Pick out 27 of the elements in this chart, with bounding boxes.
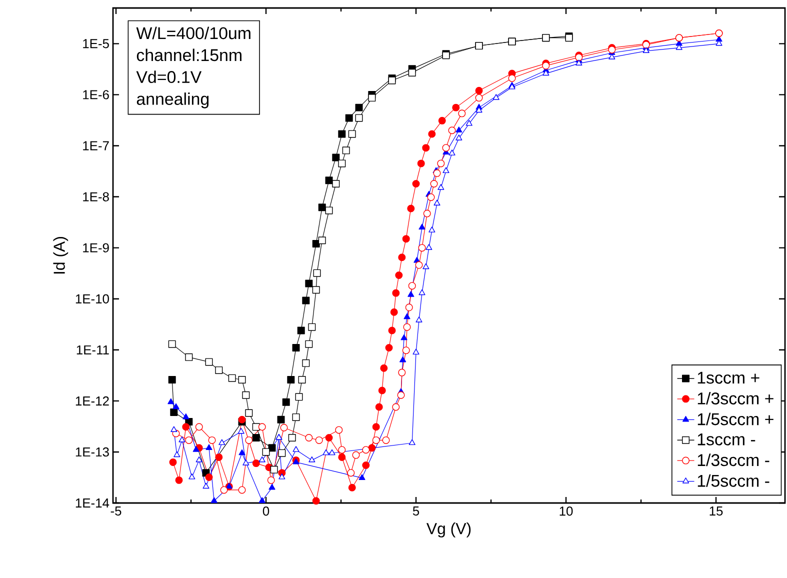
x-axis-title: Vg (V) bbox=[426, 522, 471, 538]
legend-label: 1sccm + bbox=[698, 372, 760, 384]
y-tick-label: 1E-6 bbox=[83, 90, 109, 100]
annotation: W/L=400/10um bbox=[136, 26, 250, 40]
y-tick-label: 1E-10 bbox=[76, 294, 109, 304]
annotation: channel:15nm bbox=[136, 48, 242, 62]
y-tick-label: 1E-12 bbox=[76, 396, 109, 406]
y-tick-label: 1E-14 bbox=[76, 498, 110, 508]
legend-label: 1/5sccm - bbox=[698, 474, 770, 487]
y-tick-label: 1E-11 bbox=[76, 345, 109, 354]
x-tick-label: 10 bbox=[560, 506, 573, 516]
x-tick-label: 15 bbox=[710, 506, 723, 516]
annotation: Vd=0.1V bbox=[136, 70, 202, 84]
y-tick-label: 1E-5 bbox=[83, 39, 109, 48]
y-tick-label: 1E-13 bbox=[76, 447, 109, 457]
legend-label: 1/3sccm + bbox=[698, 392, 774, 404]
x-tick-label: -5 bbox=[110, 506, 122, 516]
y-tick-label: 1E-8 bbox=[83, 192, 109, 202]
y-axis-title: Id (A) bbox=[53, 237, 68, 274]
x-tick-label: 0 bbox=[262, 506, 270, 516]
legend-label: 1/3sccm - bbox=[698, 454, 770, 466]
legend-label: 1/5sccm + bbox=[698, 412, 774, 426]
y-tick-label: 1E-7 bbox=[83, 141, 109, 150]
y-tick-label: 1E-9 bbox=[83, 243, 109, 252]
x-tick-label: 5 bbox=[412, 506, 420, 516]
legend-label: 1sccm - bbox=[698, 434, 756, 446]
annotation: annealing bbox=[136, 92, 209, 108]
